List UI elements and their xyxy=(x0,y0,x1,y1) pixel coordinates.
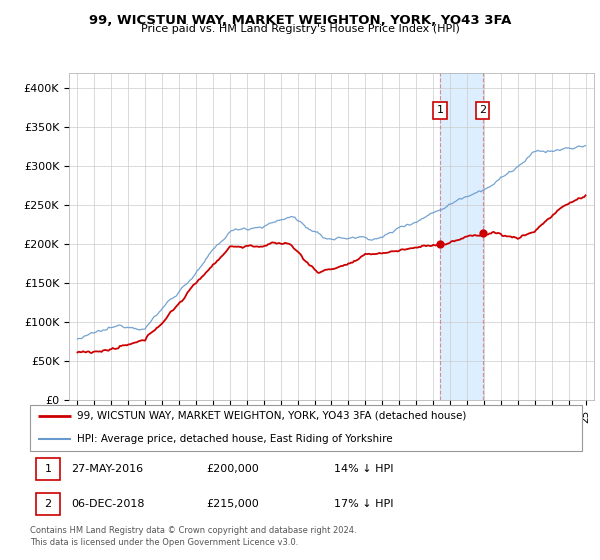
Text: 27-MAY-2016: 27-MAY-2016 xyxy=(71,464,143,474)
Text: £215,000: £215,000 xyxy=(206,499,259,509)
FancyBboxPatch shape xyxy=(30,405,582,451)
Text: Contains HM Land Registry data © Crown copyright and database right 2024.: Contains HM Land Registry data © Crown c… xyxy=(30,526,356,535)
Text: 1: 1 xyxy=(44,464,52,474)
Text: 99, WICSTUN WAY, MARKET WEIGHTON, YORK, YO43 3FA (detached house): 99, WICSTUN WAY, MARKET WEIGHTON, YORK, … xyxy=(77,411,466,421)
Text: 2: 2 xyxy=(479,105,486,115)
Text: 06-DEC-2018: 06-DEC-2018 xyxy=(71,499,145,509)
Text: 2: 2 xyxy=(44,499,52,509)
Bar xyxy=(440,73,482,400)
Text: This data is licensed under the Open Government Licence v3.0.: This data is licensed under the Open Gov… xyxy=(30,538,298,547)
FancyBboxPatch shape xyxy=(35,458,61,480)
Text: £200,000: £200,000 xyxy=(206,464,259,474)
Text: Price paid vs. HM Land Registry's House Price Index (HPI): Price paid vs. HM Land Registry's House … xyxy=(140,24,460,34)
Text: 1: 1 xyxy=(437,105,443,115)
Text: HPI: Average price, detached house, East Riding of Yorkshire: HPI: Average price, detached house, East… xyxy=(77,434,392,444)
FancyBboxPatch shape xyxy=(35,493,61,515)
Text: 14% ↓ HPI: 14% ↓ HPI xyxy=(334,464,393,474)
Text: 99, WICSTUN WAY, MARKET WEIGHTON, YORK, YO43 3FA: 99, WICSTUN WAY, MARKET WEIGHTON, YORK, … xyxy=(89,14,511,27)
Text: 17% ↓ HPI: 17% ↓ HPI xyxy=(334,499,393,509)
